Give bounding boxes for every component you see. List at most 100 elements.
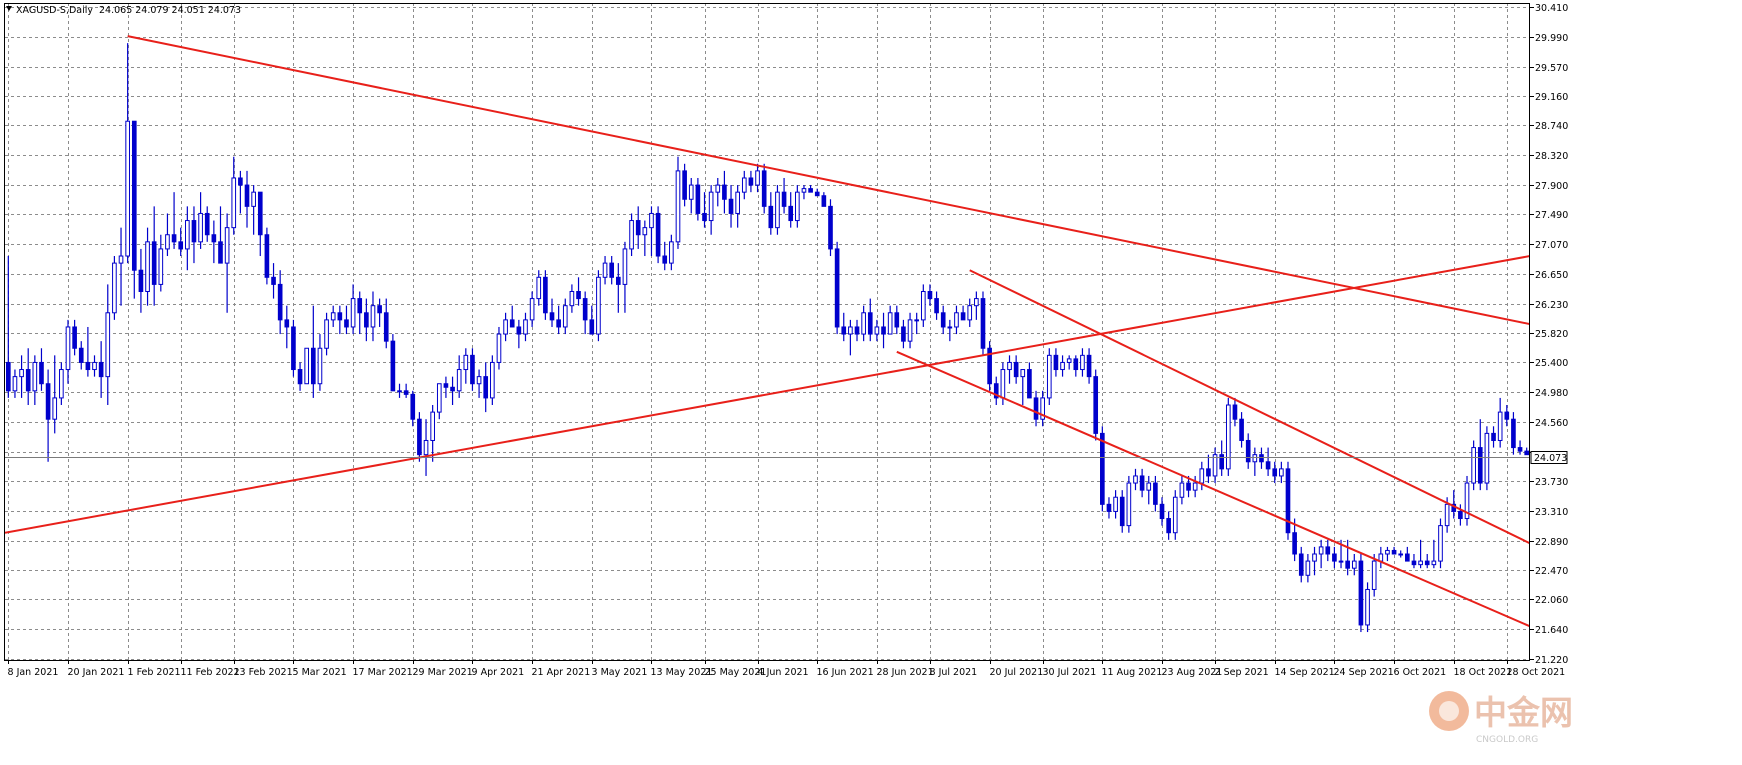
candle-body <box>1053 354 1059 371</box>
candle-body <box>185 220 190 250</box>
x-tick-label: 28 Jun 2021 <box>877 667 934 678</box>
candle <box>1524 447 1530 456</box>
candle <box>881 312 886 349</box>
candle-body <box>218 241 223 264</box>
candle <box>635 206 641 249</box>
candle-body <box>1186 482 1191 491</box>
candle <box>12 369 18 398</box>
y-tick-label: 27.900 <box>1535 181 1568 192</box>
candle <box>1504 405 1510 427</box>
candle <box>310 305 316 398</box>
candle <box>1040 390 1045 427</box>
candle <box>1458 504 1463 526</box>
watermark-logo-inner <box>1439 701 1459 721</box>
candle-body <box>1232 404 1238 420</box>
candle <box>1113 490 1118 519</box>
watermark-domain: CNGOLD.ORG <box>1476 735 1538 745</box>
candle-body <box>1312 553 1317 562</box>
y-tick-label: 21.220 <box>1535 655 1568 666</box>
candle-body <box>165 234 170 250</box>
candle <box>1279 461 1284 484</box>
trendline[interactable] <box>896 350 1530 628</box>
candle-body <box>649 212 654 229</box>
candle-body <box>556 319 561 328</box>
candle <box>609 256 615 285</box>
candle-body <box>171 234 177 243</box>
candle-body <box>708 191 714 222</box>
candle-body <box>1013 361 1019 378</box>
candle <box>131 120 137 299</box>
candle <box>397 383 402 398</box>
candle-body <box>914 319 920 322</box>
candle <box>357 291 363 335</box>
candle-body <box>330 312 336 321</box>
candle-body <box>198 212 203 243</box>
candle <box>231 156 237 235</box>
candle <box>165 213 170 257</box>
candle-body <box>1192 482 1198 491</box>
candle <box>901 319 906 349</box>
candle-body <box>1212 454 1218 477</box>
candle <box>185 206 190 271</box>
candle-body <box>1100 432 1105 505</box>
collapse-triangle-icon[interactable] <box>6 6 12 11</box>
candle <box>1497 397 1503 448</box>
candle <box>344 305 349 335</box>
x-tick-label: 18 Oct 2021 <box>1454 667 1513 678</box>
candle-body <box>284 319 290 328</box>
trendline[interactable] <box>127 35 1613 341</box>
candle-body <box>669 241 674 264</box>
candle-body <box>1464 482 1470 520</box>
candle <box>960 305 966 321</box>
candle-body <box>695 184 701 214</box>
trendline[interactable] <box>5 255 1530 534</box>
y-tick-label: 28.320 <box>1535 151 1568 162</box>
candle-body <box>867 312 873 335</box>
candle <box>483 362 489 413</box>
candle <box>682 163 687 207</box>
candle-body <box>1086 354 1092 378</box>
candle-body <box>781 191 787 207</box>
candle-body <box>1338 560 1344 563</box>
trendline[interactable] <box>969 269 1530 545</box>
candle <box>748 170 754 193</box>
candle <box>1464 475 1470 526</box>
x-tick-label: 23 Aug 2021 <box>1162 667 1223 678</box>
candle-body <box>291 326 296 371</box>
candle-body <box>801 188 807 193</box>
candle-body <box>1106 503 1112 512</box>
candle-body <box>25 369 31 392</box>
candle <box>456 355 462 398</box>
y-tick-label: 23.730 <box>1535 477 1568 488</box>
x-tick-label: 8 Jul 2021 <box>930 667 978 678</box>
y-tick-label: 23.310 <box>1535 507 1568 518</box>
candle <box>423 419 429 476</box>
candle <box>523 312 528 342</box>
candle <box>5 256 11 398</box>
candle <box>861 305 866 342</box>
candle <box>52 355 58 434</box>
candle <box>1100 426 1105 512</box>
x-tick-label: 3 May 2021 <box>592 667 648 678</box>
candle <box>1358 553 1364 633</box>
x-tick-label: 29 Mar 2021 <box>413 667 473 678</box>
trendlines[interactable] <box>5 35 1613 628</box>
candle <box>556 305 561 335</box>
candle-body <box>523 319 528 335</box>
x-tick-label: 28 Oct 2021 <box>1507 667 1566 678</box>
candle <box>224 213 230 313</box>
candle-body <box>1438 525 1443 562</box>
candle <box>702 192 707 228</box>
candle-body <box>251 191 256 207</box>
candle-body <box>974 298 979 307</box>
y-tick-label: 27.490 <box>1535 210 1568 221</box>
candle <box>516 319 522 349</box>
candle <box>304 347 310 385</box>
candle-body <box>722 184 727 200</box>
candle-body <box>1113 496 1118 512</box>
candle <box>1484 426 1490 491</box>
candle <box>536 270 542 306</box>
candle-body <box>257 191 263 236</box>
candle <box>954 305 959 335</box>
